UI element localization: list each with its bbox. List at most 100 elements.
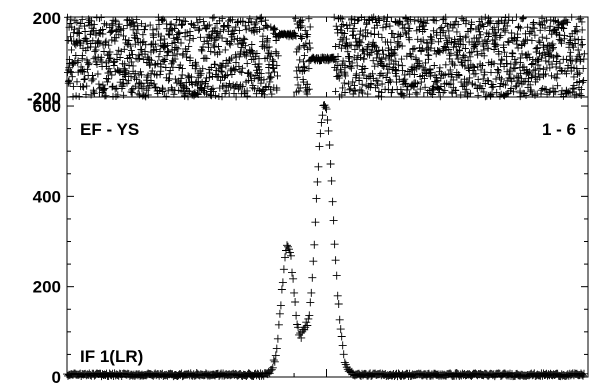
phase-point — [108, 27, 116, 35]
phase-point — [170, 34, 178, 42]
phase-point — [165, 31, 173, 39]
amplitude-point — [310, 240, 319, 249]
amplitude-point — [330, 240, 339, 249]
phase-point — [357, 39, 365, 47]
phase-point — [167, 20, 175, 28]
phase-point — [249, 82, 257, 90]
phase-point — [445, 34, 453, 42]
phase-point — [218, 34, 226, 42]
phase-point — [538, 33, 546, 41]
phase-point — [68, 73, 76, 81]
amplitude-point — [331, 256, 340, 265]
phase-point — [477, 31, 485, 39]
phase-point — [134, 90, 142, 98]
phase-point — [347, 41, 355, 49]
phase-point — [197, 33, 204, 41]
phase-point — [541, 51, 549, 59]
phase-point — [270, 57, 278, 65]
phase-point — [186, 57, 194, 64]
phase-point — [105, 65, 113, 73]
phase-point — [480, 52, 488, 60]
phase-point — [480, 88, 488, 96]
phase-point — [478, 15, 486, 23]
phase-point — [67, 68, 75, 76]
phase-point — [438, 24, 446, 31]
phase-point — [89, 75, 97, 83]
phase-point — [533, 44, 541, 52]
phase-point — [212, 92, 220, 100]
phase-point — [339, 84, 347, 92]
amplitude-plot-frame — [66, 96, 589, 378]
phase-point — [125, 77, 132, 85]
phase-point — [196, 16, 204, 24]
phase-point — [180, 83, 187, 91]
phase-point — [196, 25, 203, 33]
amplitude-point — [269, 356, 278, 365]
phase-point — [263, 22, 271, 30]
phase-point — [353, 62, 361, 70]
phase-point — [66, 20, 74, 27]
amplitude-point — [283, 241, 291, 250]
amplitude-point — [275, 309, 284, 318]
phase-point — [356, 37, 364, 45]
phase-point — [188, 62, 196, 69]
phase-point — [349, 78, 357, 86]
phase-point — [484, 76, 492, 84]
phase-point — [344, 48, 352, 56]
phase-point — [239, 17, 247, 25]
phase-point — [536, 38, 544, 46]
phase-point — [157, 32, 165, 40]
phase-point — [217, 67, 225, 75]
phase-point — [509, 50, 517, 58]
phase-point — [421, 26, 429, 33]
phase-point — [337, 44, 345, 52]
phase-point — [462, 20, 470, 28]
phase-point — [553, 51, 561, 59]
phase-point — [218, 15, 226, 23]
phase-point — [171, 25, 178, 32]
phase-point — [553, 74, 561, 82]
phase-point — [422, 19, 430, 27]
phase-point — [464, 57, 472, 65]
phase-point — [67, 33, 74, 41]
phase-point — [488, 83, 496, 91]
phase-point — [357, 53, 364, 61]
amplitude-point — [297, 333, 306, 342]
phase-point — [554, 53, 562, 60]
phase-point — [64, 36, 72, 44]
phase-point — [215, 43, 222, 50]
phase-point — [298, 16, 306, 24]
phase-point — [545, 88, 553, 96]
phase-point — [574, 46, 582, 54]
phase-point — [375, 17, 383, 24]
phase-point — [205, 74, 213, 82]
phase-point — [403, 17, 411, 25]
phase-point — [234, 40, 242, 48]
phase-point — [487, 68, 495, 76]
phase-point — [532, 48, 540, 56]
phase-point — [557, 67, 565, 74]
phase-point — [232, 23, 240, 31]
phase-point — [423, 16, 431, 24]
phase-point — [528, 71, 536, 79]
phase-point — [100, 48, 108, 55]
amplitude-point — [312, 194, 321, 203]
phase-point — [341, 89, 349, 96]
phase-point — [225, 17, 233, 25]
phase-point — [246, 72, 254, 80]
phase-y-tick-label: -200 — [27, 89, 61, 108]
phase-point — [116, 67, 124, 75]
amplitude-point — [267, 365, 276, 374]
amplitude-point — [294, 323, 303, 332]
phase-point — [460, 51, 468, 59]
phase-point — [433, 31, 440, 39]
phase-point — [508, 49, 516, 57]
phase-point — [500, 41, 508, 49]
phase-point — [164, 48, 172, 56]
phase-point — [192, 58, 200, 66]
phase-point — [133, 22, 141, 30]
phase-point — [489, 83, 497, 91]
phase-point — [454, 20, 462, 28]
amplitude-point — [290, 288, 299, 297]
phase-point — [367, 80, 375, 87]
